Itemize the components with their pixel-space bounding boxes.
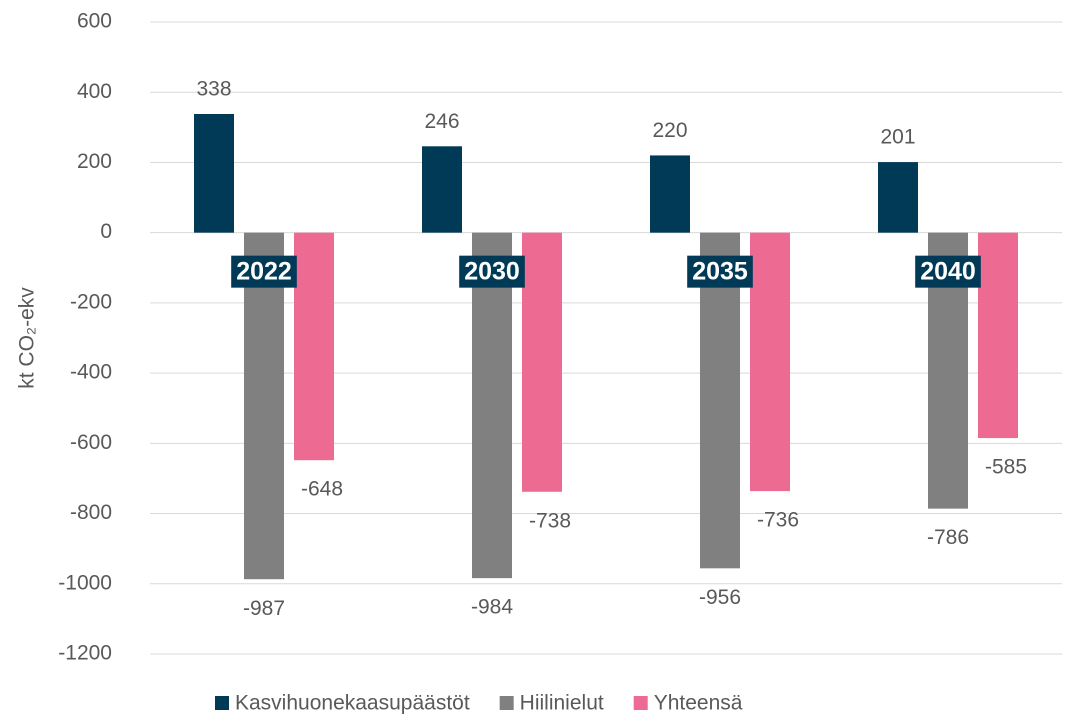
data-label: -736 xyxy=(757,509,799,532)
data-label: -585 xyxy=(985,456,1027,479)
y-tick-label: 600 xyxy=(77,10,112,33)
category-label-bg xyxy=(459,255,525,288)
bar xyxy=(472,232,512,579)
bar xyxy=(978,232,1018,439)
bar xyxy=(650,155,690,233)
category-label-bg xyxy=(915,255,981,288)
y-tick-label: -400 xyxy=(70,361,112,384)
legend-swatch xyxy=(633,696,648,710)
data-label: -738 xyxy=(529,509,571,532)
bar xyxy=(700,232,740,569)
data-label: -648 xyxy=(301,478,343,501)
data-label: 246 xyxy=(424,110,459,133)
data-label: 201 xyxy=(880,126,915,149)
bar xyxy=(244,232,284,580)
category-label: 2035 xyxy=(692,257,748,285)
legend-swatch xyxy=(499,696,514,710)
legend-label: Yhteensä xyxy=(654,692,743,715)
legend-label: Kasvihuonekaasupäästöt xyxy=(235,692,470,715)
data-label: -786 xyxy=(927,526,969,549)
y-tick-label: 0 xyxy=(100,220,112,243)
bar xyxy=(750,232,790,492)
y-tick-label: 400 xyxy=(77,80,112,103)
y-tick-label: -600 xyxy=(70,431,112,454)
y-tick-label: -1200 xyxy=(58,642,112,665)
y-tick-label: -200 xyxy=(70,290,112,313)
category-label: 2040 xyxy=(920,257,976,285)
data-label: -984 xyxy=(471,596,513,619)
bar xyxy=(878,162,918,233)
bar xyxy=(522,232,562,492)
category-label-bg xyxy=(231,255,297,288)
bar xyxy=(194,113,234,233)
data-label: 220 xyxy=(652,119,687,142)
data-label: -956 xyxy=(699,586,741,609)
y-tick-label: -800 xyxy=(70,501,112,524)
bar xyxy=(294,232,334,461)
data-label: 338 xyxy=(196,78,231,101)
bar xyxy=(422,146,462,233)
data-label: -987 xyxy=(243,597,285,620)
y-tick-label: 200 xyxy=(77,150,112,173)
category-label: 2022 xyxy=(236,257,292,285)
legend-swatch xyxy=(215,696,229,710)
y-axis-label: kt CO₂-ekv xyxy=(16,287,39,389)
category-label-bg xyxy=(687,255,753,288)
y-tick-label: -1000 xyxy=(58,571,112,594)
legend-label: Hiilinielut xyxy=(520,692,604,715)
category-label: 2030 xyxy=(464,257,520,285)
